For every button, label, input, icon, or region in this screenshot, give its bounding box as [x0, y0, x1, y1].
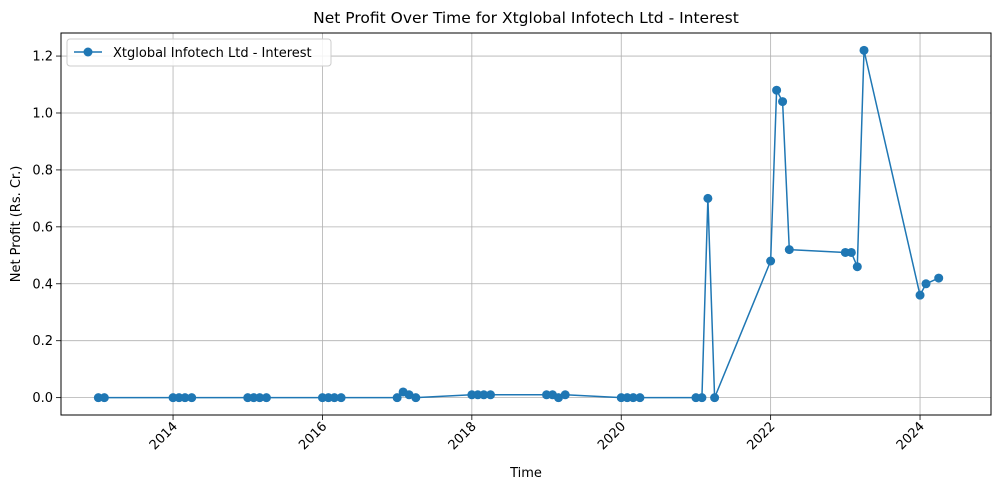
data-point: [778, 97, 788, 107]
data-point: [486, 390, 496, 400]
data-point: [784, 245, 794, 255]
y-tick-label: 1.2: [32, 50, 53, 65]
data-point: [553, 393, 563, 403]
chart-title: Net Profit Over Time for Xtglobal Infote…: [313, 9, 739, 27]
data-point: [99, 393, 109, 403]
data-point: [921, 279, 931, 289]
y-tick-label: 0.0: [32, 391, 53, 406]
data-point: [187, 393, 197, 403]
y-axis: 0.0 0.2 0.4 0.6 0.8 1.0 1.2: [32, 50, 61, 406]
data-point: [411, 393, 421, 403]
data-point: [915, 290, 925, 300]
y-axis-label: Net Profit (Rs. Cr.): [9, 166, 24, 283]
data-point: [261, 393, 271, 403]
data-point: [479, 390, 489, 400]
data-point: [392, 393, 402, 403]
y-tick-label: 0.2: [32, 334, 53, 349]
data-point: [846, 247, 856, 257]
series-layer: [93, 45, 944, 403]
data-point: [766, 256, 776, 266]
y-tick-label: 0.8: [32, 163, 53, 178]
data-point: [404, 390, 414, 400]
x-axis-label: Time: [509, 466, 542, 481]
data-point: [703, 193, 713, 203]
data-point: [336, 393, 346, 403]
y-tick-label: 1.0: [32, 106, 53, 121]
plot-frame: [60, 32, 992, 416]
data-point: [697, 393, 707, 403]
data-point: [635, 393, 645, 403]
data-point: [852, 262, 862, 272]
legend: Xtglobal Infotech Ltd - Interest: [66, 38, 332, 67]
data-point: [180, 393, 190, 403]
data-point: [560, 390, 570, 400]
legend-marker: [83, 47, 93, 57]
data-point: [772, 85, 782, 95]
y-tick-label: 0.4: [32, 277, 53, 292]
legend-label: Xtglobal Infotech Ltd - Interest: [113, 46, 312, 61]
data-point: [329, 393, 339, 403]
data-point: [628, 393, 638, 403]
legend-box: [66, 38, 332, 67]
data-point: [934, 273, 944, 283]
data-point: [255, 393, 265, 403]
data-point: [710, 393, 720, 403]
data-point: [859, 45, 869, 55]
y-tick-label: 0.6: [32, 220, 53, 235]
